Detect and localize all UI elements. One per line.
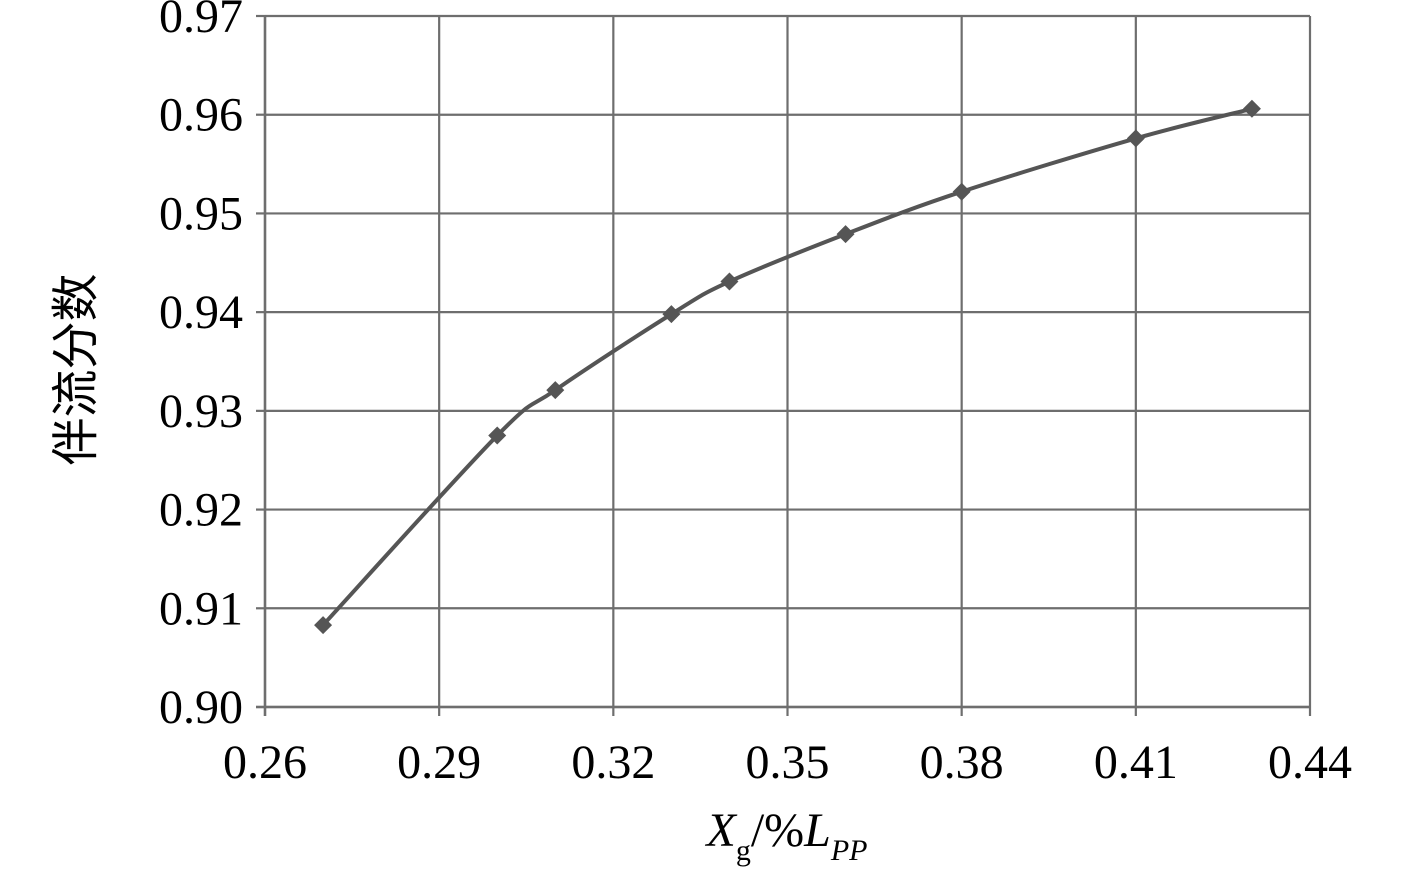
tick-labels: 0.90 0.91 0.92 0.93 0.94 0.95 0.96 0.97 0.26 0.29… <box>159 0 1352 789</box>
grid <box>263 14 1312 709</box>
y-tick-label: 0.92 <box>159 484 243 537</box>
x-tick-label: 0.41 <box>1094 736 1178 789</box>
x-axis-title-unit-prefix: /% <box>751 804 804 857</box>
data-point-marker <box>662 305 681 324</box>
x-tick-label: 0.35 <box>746 736 830 789</box>
x-tick-label: 0.26 <box>223 736 307 789</box>
data-point-marker <box>1126 129 1145 148</box>
y-tick-label: 0.91 <box>159 582 243 635</box>
y-tick-label: 0.90 <box>159 681 243 734</box>
x-axis-title: Xg/%LPP <box>704 804 867 867</box>
x-axis-title-main: X <box>704 804 737 857</box>
data-point-marker <box>952 182 971 201</box>
data-point-marker <box>546 381 565 400</box>
y-tick-label: 0.94 <box>159 286 243 339</box>
x-tick-label: 0.38 <box>920 736 1004 789</box>
axes <box>256 14 1312 716</box>
x-axis-title-sub: g <box>736 834 751 867</box>
data-point-marker <box>488 426 507 445</box>
x-axis-title-unit-sub: PP <box>830 834 868 867</box>
y-tick-label: 0.97 <box>159 0 243 43</box>
x-tick-label: 0.32 <box>571 736 655 789</box>
data-point-marker <box>836 225 855 244</box>
y-tick-label: 0.96 <box>159 89 243 142</box>
axis-labels: 伴流分数 Xg/%LPP <box>50 273 868 867</box>
x-axis-title-unit-main: L <box>803 804 831 857</box>
y-axis-title: 伴流分数 <box>50 273 103 465</box>
data-point-marker <box>314 616 333 635</box>
data-point-marker <box>1242 99 1261 118</box>
series <box>314 99 1261 635</box>
x-tick-label: 0.44 <box>1268 736 1352 789</box>
y-tick-label: 0.93 <box>159 385 243 438</box>
y-tick-label: 0.95 <box>159 187 243 240</box>
x-tick-label: 0.29 <box>397 736 481 789</box>
data-point-marker <box>720 272 739 291</box>
